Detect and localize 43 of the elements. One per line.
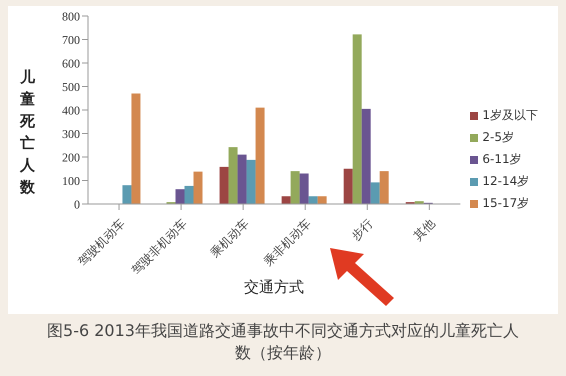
bar bbox=[184, 186, 194, 204]
bar bbox=[370, 182, 380, 204]
x-tick-label: 驾驶机动车 bbox=[75, 216, 128, 269]
text: 图5-6 2013年我国道路交通事故中不同交通方式对应的儿童死亡人数（按年龄） bbox=[46, 320, 520, 364]
y-tick-label: 600 bbox=[62, 56, 80, 70]
y-tick-label: 300 bbox=[62, 126, 80, 141]
bar bbox=[194, 172, 203, 204]
y-tick-label: 400 bbox=[62, 103, 80, 118]
y-axis-title: 儿童死亡人数 bbox=[20, 67, 36, 198]
legend-label: 1岁及以下 bbox=[482, 108, 538, 122]
bar bbox=[176, 189, 185, 204]
legend-label: 15-17岁 bbox=[482, 196, 530, 210]
x-tick-label: 其他 bbox=[410, 216, 438, 244]
bar bbox=[362, 108, 371, 204]
bar bbox=[228, 147, 238, 204]
bar bbox=[352, 34, 362, 204]
bar bbox=[131, 94, 140, 204]
y-tick-label: 800 bbox=[62, 9, 80, 24]
y-tick-label: 500 bbox=[62, 80, 80, 94]
bar bbox=[308, 196, 318, 204]
bar bbox=[344, 168, 353, 204]
legend-label: 2-5岁 bbox=[482, 130, 514, 144]
bar bbox=[256, 108, 265, 204]
bar bbox=[380, 171, 389, 204]
x-tick-label: 乘非机动车 bbox=[261, 216, 314, 269]
y-tick-label: 700 bbox=[62, 32, 80, 47]
legend-label: 6-11岁 bbox=[482, 152, 522, 166]
bar bbox=[220, 166, 229, 204]
x-tick-label: 步行 bbox=[348, 216, 376, 244]
x-tick-label: 驾驶非机动车 bbox=[128, 216, 190, 278]
legend-label: 12-14岁 bbox=[482, 174, 530, 188]
bar bbox=[122, 185, 132, 204]
y-tick-label: 0 bbox=[74, 197, 80, 212]
y-tick-label: 200 bbox=[62, 150, 80, 164]
x-axis-title: 交通方式 bbox=[244, 278, 304, 296]
x-tick-label: 乘机动车 bbox=[208, 216, 252, 260]
bar bbox=[282, 196, 291, 204]
bar bbox=[238, 154, 247, 204]
y-tick-label: 100 bbox=[62, 174, 80, 188]
bar bbox=[290, 171, 300, 204]
bar bbox=[300, 173, 309, 204]
bar bbox=[246, 160, 256, 204]
bar bbox=[318, 196, 327, 204]
